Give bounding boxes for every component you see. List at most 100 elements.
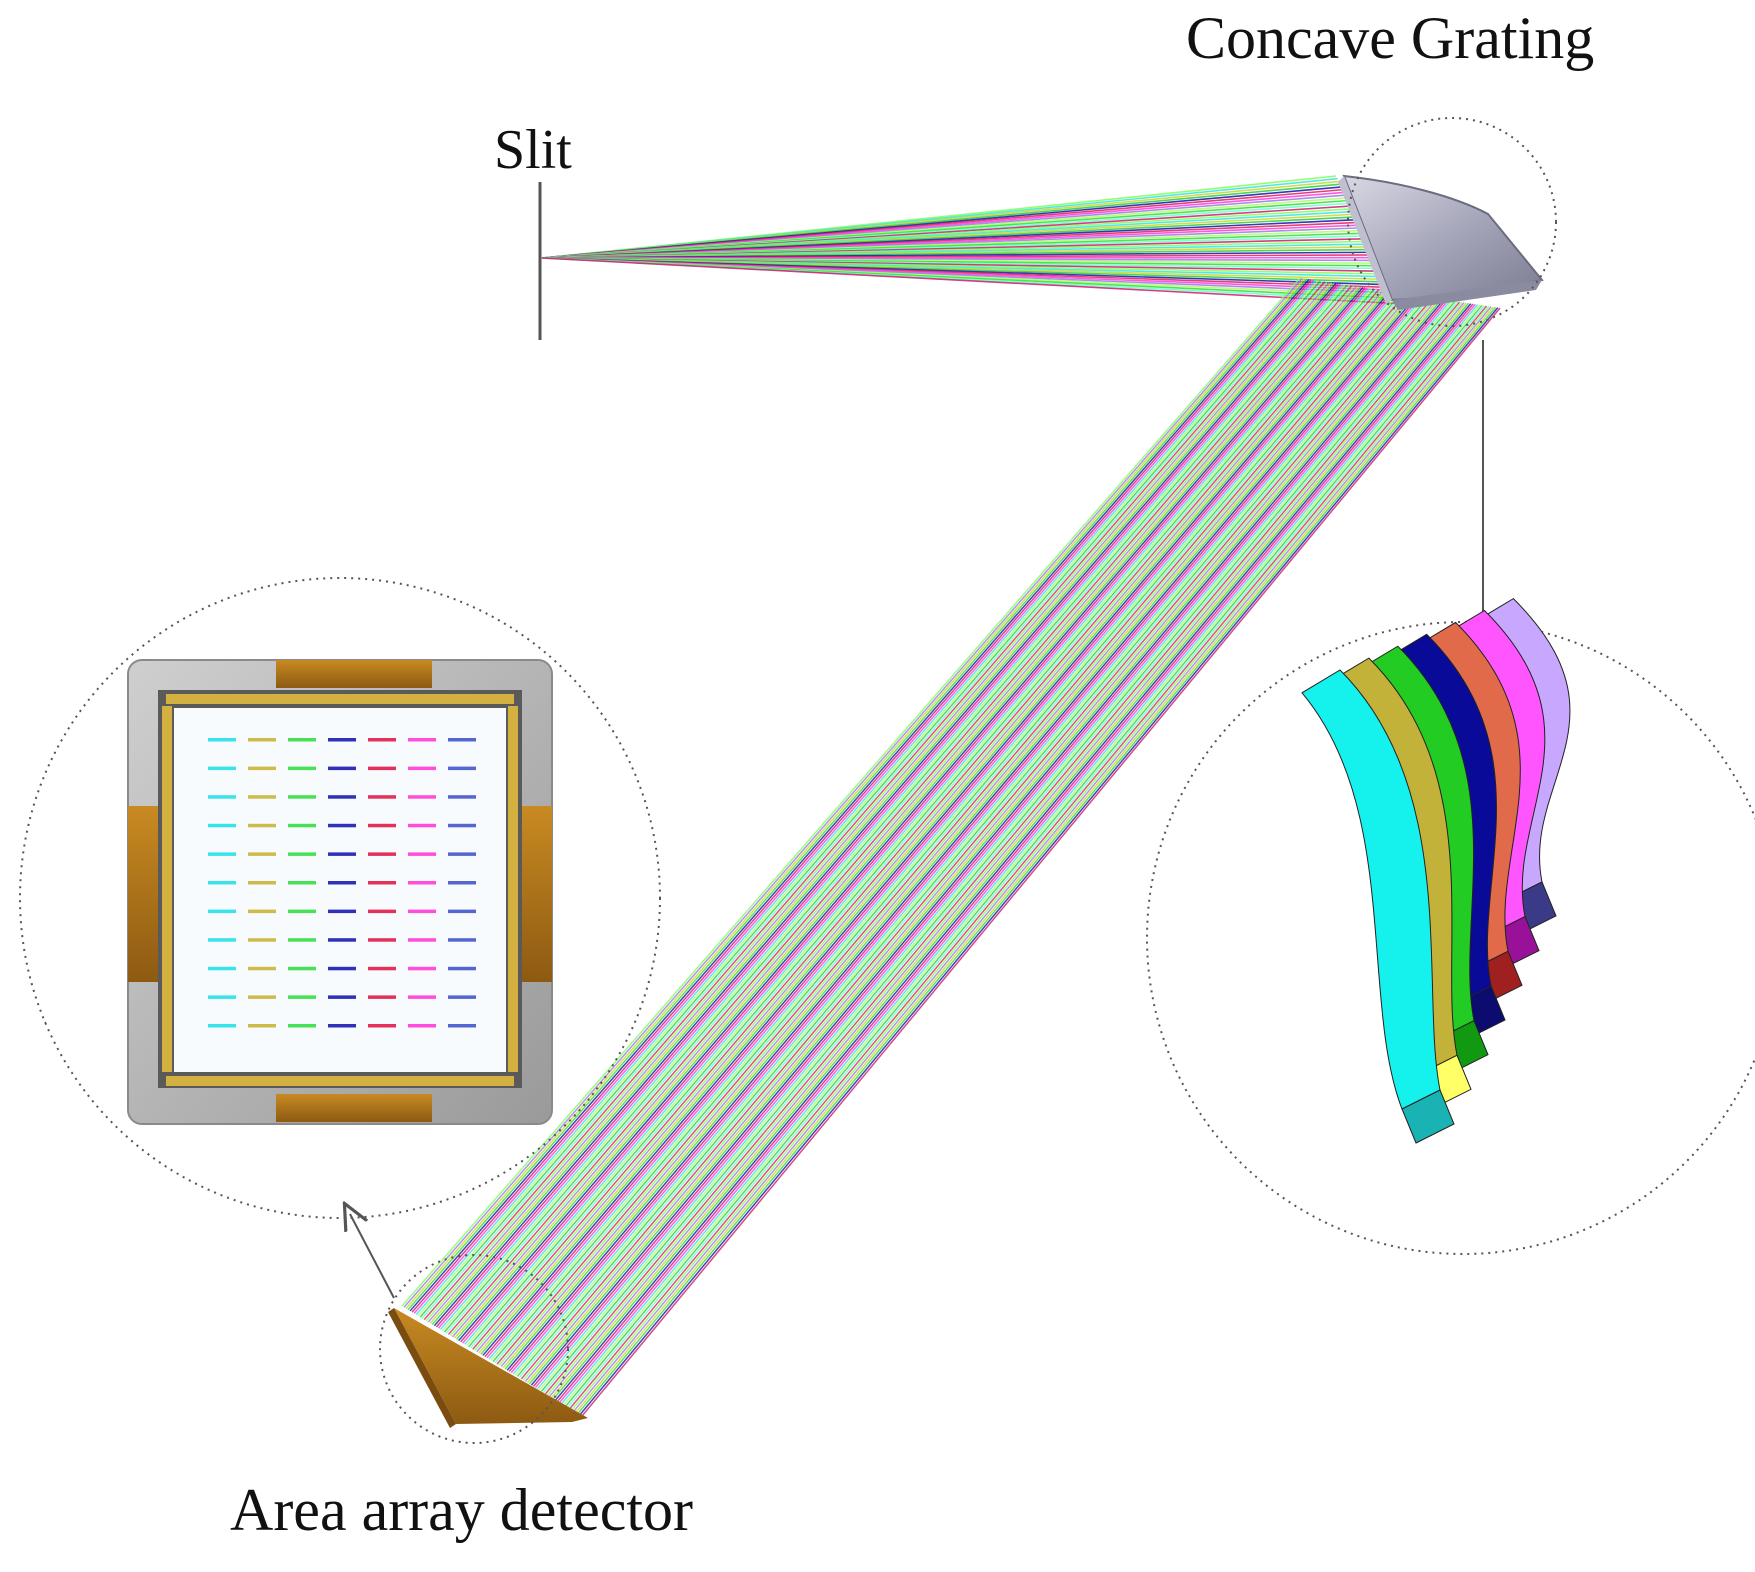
spectral-dash	[328, 1024, 356, 1028]
diffracted-ray	[439, 283, 1344, 1330]
diffracted-ray	[425, 281, 1328, 1322]
spectral-dash	[328, 738, 356, 742]
spectral-dash	[408, 938, 436, 942]
spectral-dash	[328, 909, 356, 914]
spectral-dash	[288, 881, 316, 885]
spectral-dash	[368, 995, 396, 999]
spectral-dash	[248, 766, 276, 771]
diffracted-ray	[573, 306, 1492, 1412]
spectral-dash	[408, 909, 436, 914]
diffracted-ray	[421, 280, 1324, 1319]
diffracted-ray	[431, 282, 1335, 1326]
spectral-dash	[248, 738, 276, 742]
spectral-dash	[448, 823, 476, 828]
detector-pin-row-top	[166, 694, 514, 704]
grating-dotted-circle	[1347, 117, 1557, 327]
detector-callout-arrow	[350, 1214, 395, 1299]
spectral-dash	[368, 966, 396, 971]
spectral-dash	[448, 909, 476, 914]
spectral-dash	[328, 766, 356, 771]
diffracted-ray	[542, 301, 1458, 1393]
diffracted-ray	[502, 294, 1413, 1369]
spectral-dash	[368, 823, 396, 828]
concave-grating	[1338, 174, 1544, 310]
diffracted-ray	[577, 306, 1497, 1415]
spectral-dash	[328, 995, 356, 999]
spectral-dash	[368, 766, 396, 771]
diffracted-ray	[447, 285, 1353, 1335]
diffracted-ray	[520, 297, 1434, 1380]
spectral-dash	[448, 938, 476, 942]
diffracted-ray	[451, 285, 1357, 1338]
diffracted-ray	[547, 301, 1463, 1396]
diffracted-ray	[445, 284, 1351, 1334]
spectral-dash	[368, 1024, 396, 1028]
spectral-dash	[448, 1024, 476, 1028]
diffracted-ray	[569, 305, 1488, 1410]
diffracted-ray	[482, 290, 1391, 1356]
spectral-dash	[208, 966, 236, 971]
diffracted-ray	[409, 278, 1310, 1312]
diffracted-ray	[413, 279, 1315, 1314]
diffracted-ray	[484, 291, 1393, 1358]
spectral-dash	[368, 881, 396, 885]
spectral-dash	[408, 995, 436, 999]
detector-pad-bottom	[276, 1094, 432, 1122]
spectral-dash	[288, 995, 316, 999]
diffracted-ray	[460, 287, 1366, 1343]
spectral-dash	[408, 852, 436, 856]
diffracted-ray	[480, 290, 1389, 1355]
diffracted-ray	[559, 303, 1476, 1403]
diffracted-ray	[526, 298, 1440, 1384]
diffracted-ray	[401, 277, 1301, 1307]
diffracted-ray	[470, 288, 1377, 1349]
diffracted-ray	[555, 303, 1472, 1401]
diffracted-ray	[538, 300, 1454, 1391]
grating-zoom-facets	[1301, 597, 1571, 1144]
diffracted-ray	[571, 305, 1490, 1411]
detector-pin-row-bottom	[166, 1076, 514, 1086]
diffracted-ray	[557, 303, 1474, 1402]
spectral-dash	[208, 909, 236, 914]
detector-dotted-circle	[379, 1254, 569, 1444]
diffracted-ray	[454, 286, 1359, 1339]
diffracted-ray	[500, 294, 1411, 1368]
spectral-dash	[448, 881, 476, 885]
diffracted-ray	[532, 299, 1447, 1387]
spectral-dash	[248, 995, 276, 999]
diffracted-ray	[466, 288, 1373, 1347]
diffracted-ray	[496, 293, 1407, 1365]
spectral-dash	[408, 966, 436, 971]
diffracted-ray	[579, 307, 1499, 1416]
diffracted-ray	[540, 300, 1456, 1392]
spectral-dash	[408, 881, 436, 885]
diffracted-ray	[449, 285, 1355, 1337]
diffracted-ray	[545, 301, 1461, 1395]
diffracted-ray	[512, 296, 1425, 1375]
spectral-dash	[248, 852, 276, 856]
spectral-dash	[448, 852, 476, 856]
area-array-detector-label: Area array detector	[230, 1477, 694, 1543]
diffracted-ray	[464, 287, 1371, 1345]
diffracted-ray	[516, 296, 1429, 1377]
diffracted-ray	[462, 287, 1368, 1344]
diffracted-ray	[490, 292, 1400, 1361]
diffracted-ray	[435, 283, 1339, 1328]
incident-ray-fan	[541, 175, 1407, 305]
spectral-dash	[448, 795, 476, 799]
spectral-dash	[408, 795, 436, 799]
detector-pad-left	[128, 806, 158, 982]
spectral-dash	[288, 823, 316, 828]
diffracted-ray	[419, 280, 1321, 1318]
diffracted-ray	[514, 296, 1427, 1376]
detector-pin-row-right	[508, 706, 518, 1072]
diffracted-ray	[561, 304, 1479, 1405]
diffracted-ray	[437, 283, 1342, 1329]
spectral-dash	[328, 852, 356, 856]
diffracted-ray	[581, 307, 1501, 1417]
spectral-dash	[288, 795, 316, 799]
spectral-dash	[248, 881, 276, 885]
spectral-dash	[368, 938, 396, 942]
detector-zoom	[127, 659, 553, 1125]
